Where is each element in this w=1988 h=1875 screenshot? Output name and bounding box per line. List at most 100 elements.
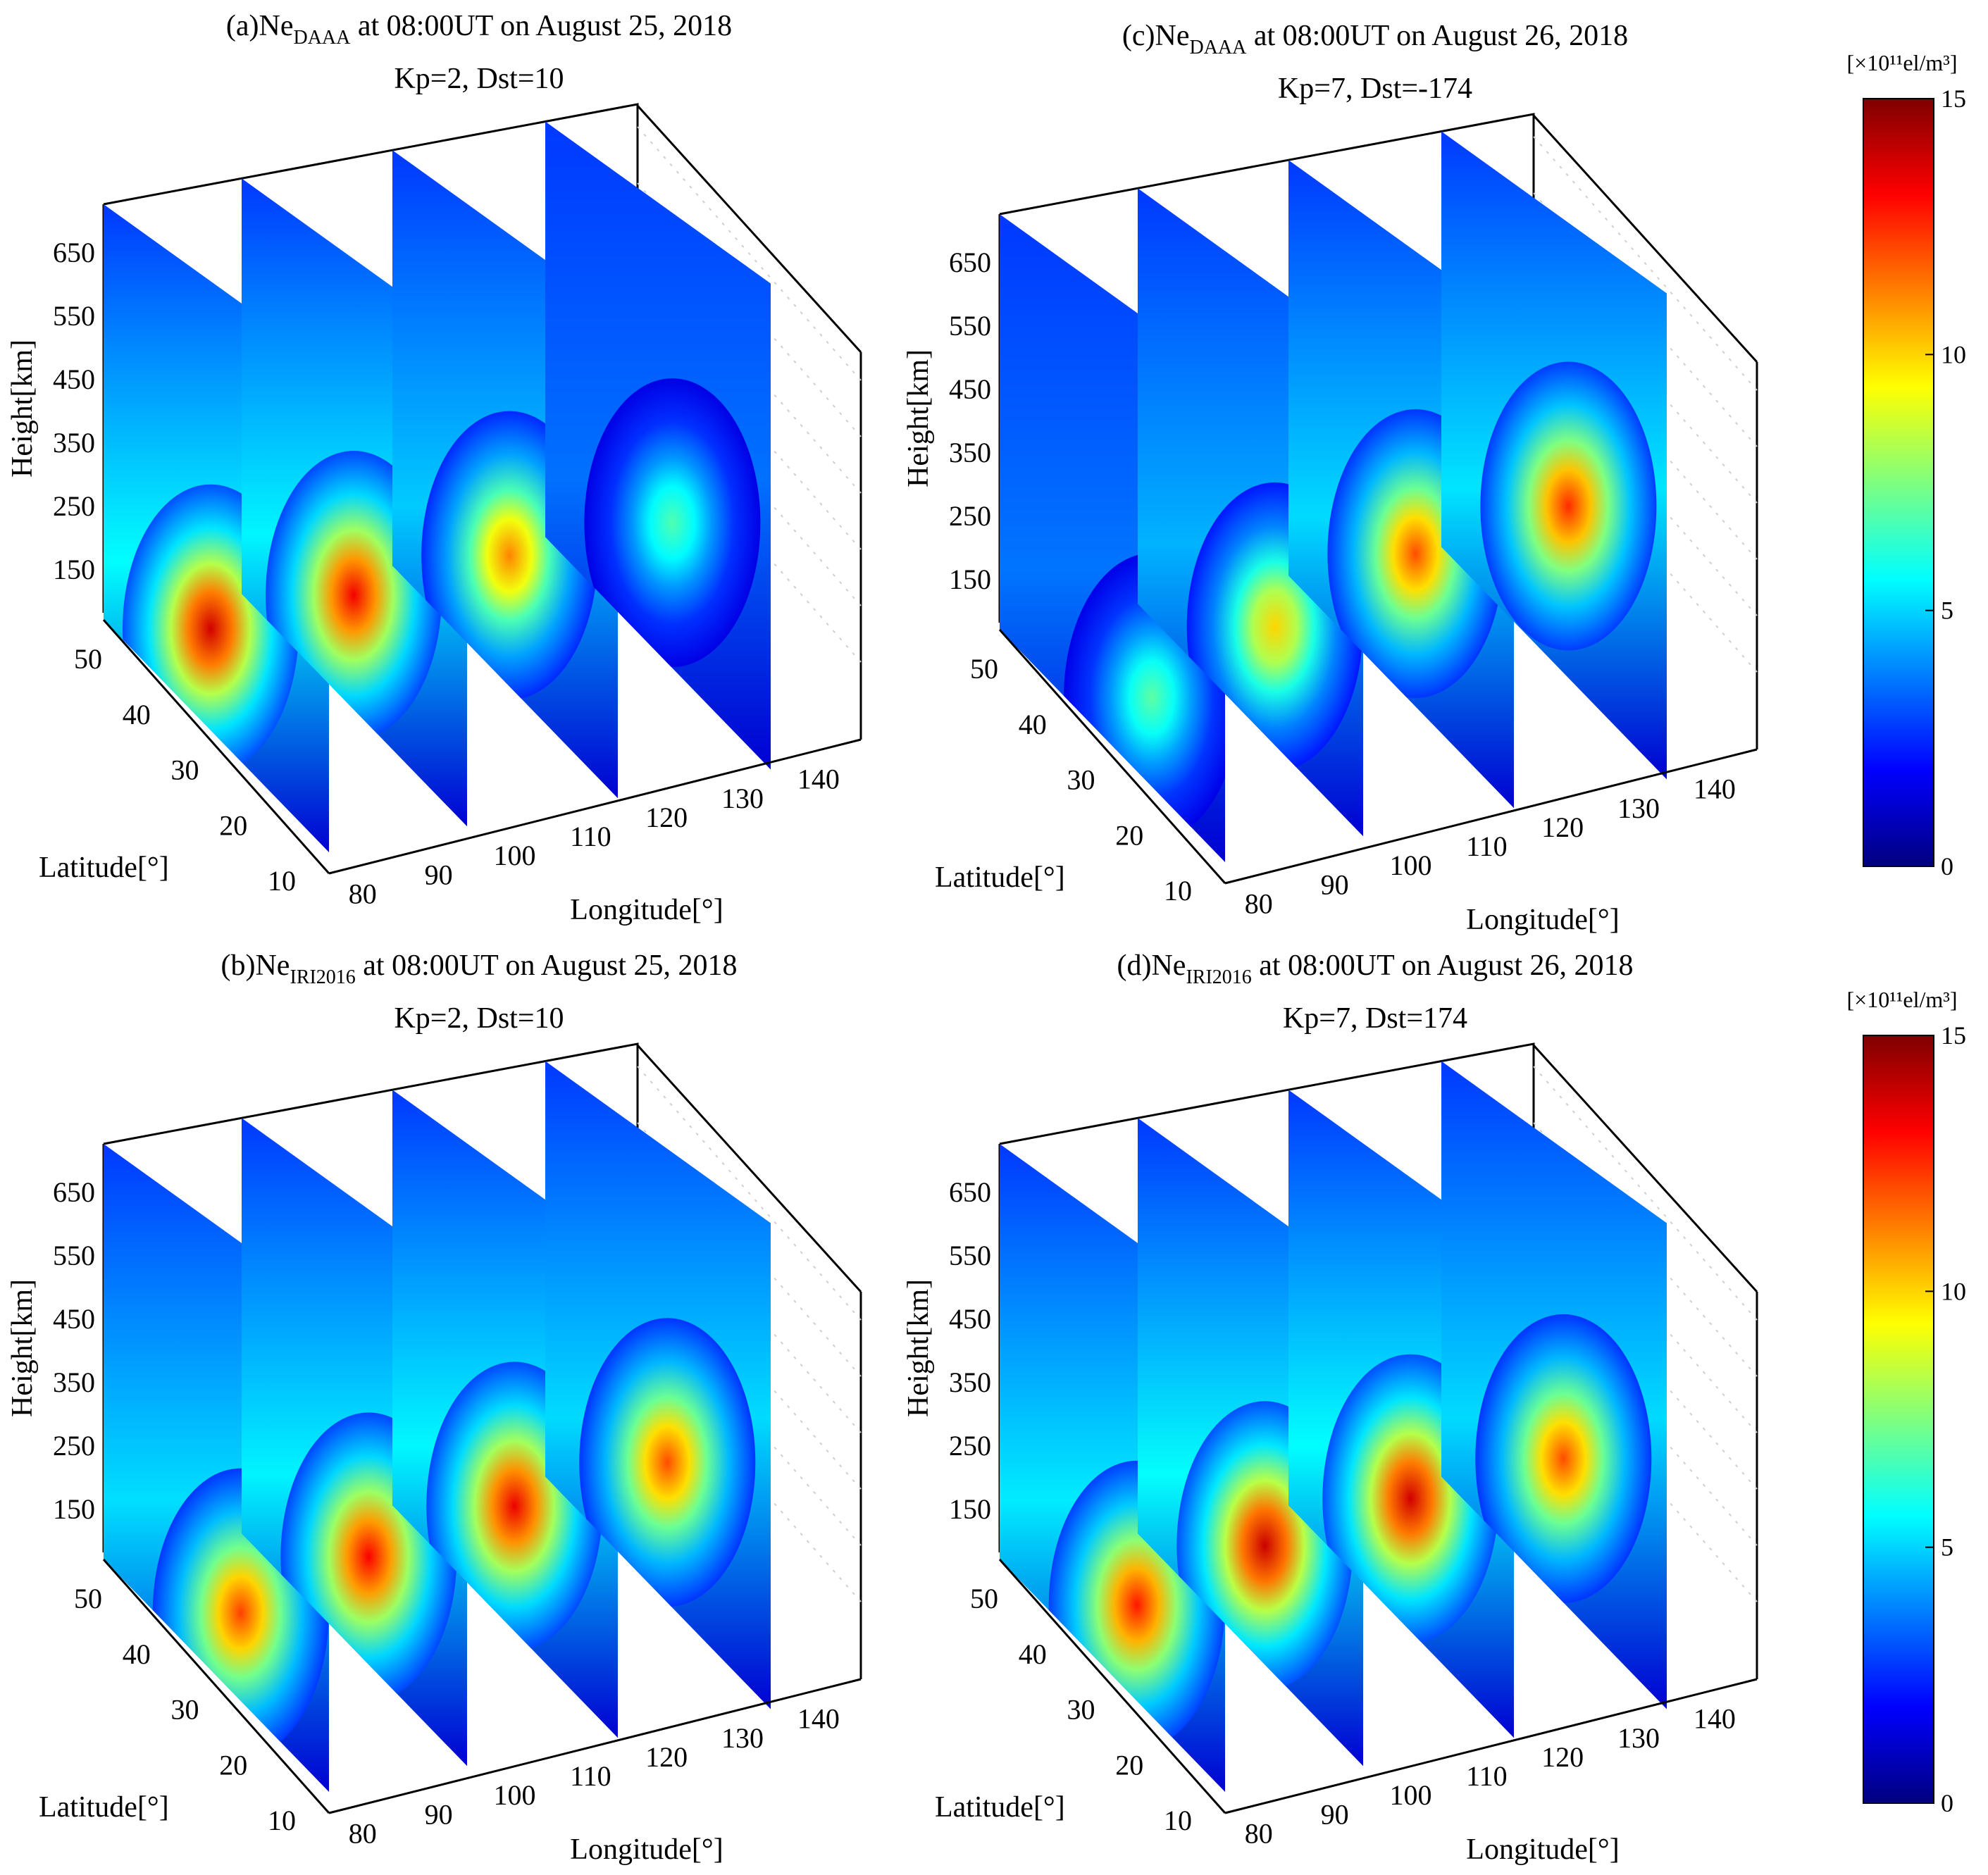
x-tick-label: 90 (425, 859, 453, 890)
x-tick-label: 130 (1617, 1722, 1660, 1754)
x-tick-label: 80 (1245, 1818, 1273, 1850)
panel-c: 150 250 350 450 550 650 Height[km] 10 20 30 40 50 La… (902, 20, 1758, 936)
y-tick-label: 30 (171, 754, 199, 786)
axes-latitude-edge (102, 1559, 330, 1814)
z-tick-label: 250 (53, 490, 95, 522)
colorbar-tick-label: 10 (1941, 1277, 1966, 1305)
z-axis-label: Height[km] (6, 340, 39, 478)
panel-title: (d)NeIRI2016 at 08:00UT on August 26, 20… (1117, 949, 1633, 988)
x-tick-label: 130 (721, 1722, 764, 1754)
panel-title: (a)NeDAAA at 08:00UT on August 25, 2018 (226, 10, 732, 49)
z-tick-label: 650 (949, 247, 991, 278)
x-tick-label: 90 (425, 1798, 453, 1830)
y-tick-label: 10 (1164, 1805, 1192, 1836)
y-tick-label: 10 (268, 865, 296, 897)
x-tick-label: 130 (721, 783, 764, 814)
slice-a-120 (545, 121, 771, 770)
colorbar-gradient (1863, 98, 1934, 867)
z-tick-label: 550 (949, 310, 991, 342)
x-tick-label: 80 (349, 1818, 377, 1850)
z-tick-label: 450 (949, 1303, 991, 1335)
x-tick-label: 120 (645, 1741, 688, 1773)
y-tick-label: 40 (1019, 709, 1047, 740)
x-tick-label: 90 (1321, 868, 1349, 900)
colorbar-gradient (1863, 1035, 1934, 1804)
axes-top-edge (999, 1042, 1758, 1293)
z-tick-label: 350 (949, 1366, 991, 1398)
x-axis-label: Longitude[°] (1466, 1833, 1619, 1866)
y-tick-label: 50 (74, 1583, 102, 1614)
colorbar-tick-label: 15 (1941, 1021, 1966, 1049)
panel-subtitle: Kp=2, Dst=10 (394, 63, 564, 95)
x-tick-label: 80 (349, 878, 377, 910)
z-tick-label: 550 (949, 1240, 991, 1271)
y-tick-label: 10 (1164, 875, 1192, 907)
z-tick-label: 350 (53, 427, 95, 459)
axes-latitude-edge (102, 619, 330, 874)
x-tick-label: 120 (645, 802, 688, 833)
axes-longitude-edge (328, 738, 862, 875)
panel-a: 150 250 350 450 550 650 Height[km] 10 20 30 40 50 La… (6, 10, 862, 926)
slice-peak-d-120 (1475, 1314, 1652, 1603)
colorbar-tick-label: 0 (1941, 1789, 1953, 1817)
panel-subtitle: Kp=7, Dst=174 (1283, 1002, 1467, 1035)
z-tick-label: 550 (53, 1240, 95, 1271)
colorbar-unit-label: [×10¹¹el/m³] (1846, 50, 1957, 75)
z-tick-label: 650 (53, 1176, 95, 1208)
x-tick-label: 110 (1466, 830, 1508, 862)
axes-longitude-edge (1224, 748, 1758, 885)
z-tick-label: 250 (949, 1430, 991, 1462)
y-tick-label: 50 (970, 653, 998, 685)
x-tick-label: 100 (493, 1779, 535, 1811)
y-axis-label: Latitude[°] (39, 852, 169, 884)
y-tick-label: 10 (268, 1805, 296, 1836)
colorbar-tick-label: 5 (1941, 1533, 1953, 1562)
slice-c-120 (1441, 131, 1667, 780)
z-tick-label: 450 (53, 363, 95, 395)
y-tick-label: 30 (171, 1694, 199, 1726)
z-tick-label: 250 (949, 500, 991, 532)
x-tick-label: 120 (1541, 1741, 1584, 1773)
x-tick-label: 100 (1389, 1779, 1431, 1811)
x-tick-label: 90 (1321, 1798, 1349, 1830)
slice-peak-b-120 (579, 1318, 756, 1607)
x-axis-label: Longitude[°] (570, 1833, 723, 1866)
axes-longitude-edge (328, 1678, 862, 1814)
y-tick-label: 50 (74, 643, 102, 675)
y-axis-label: Latitude[°] (935, 861, 1065, 894)
panel-b: 150 250 350 450 550 650 Height[km] 10 20 30 40 50 La… (6, 949, 862, 1866)
z-tick-label: 350 (53, 1366, 95, 1398)
z-tick-label: 250 (53, 1430, 95, 1462)
slice-d-120 (1441, 1061, 1667, 1709)
x-tick-label: 110 (570, 821, 611, 852)
z-tick-label: 450 (53, 1303, 95, 1335)
y-tick-label: 40 (123, 699, 151, 730)
z-axis-label: Height[km] (6, 1279, 39, 1417)
x-tick-label: 100 (493, 840, 535, 871)
axes-top-edge (103, 1042, 862, 1293)
x-axis-label: Longitude[°] (570, 894, 723, 926)
x-tick-label: 130 (1617, 792, 1660, 824)
axes-longitude-edge (1224, 1678, 1758, 1814)
y-tick-label: 20 (219, 1749, 247, 1781)
colorbar-unit-label: [×10¹¹el/m³] (1846, 987, 1957, 1012)
axes-latitude-edge (998, 629, 1226, 884)
axes-top-edge (999, 113, 1758, 363)
colorbar-tick-label: 10 (1941, 340, 1966, 368)
z-tick-label: 450 (949, 373, 991, 405)
y-tick-label: 50 (970, 1583, 998, 1614)
x-tick-label: 110 (1466, 1760, 1508, 1792)
z-tick-label: 650 (949, 1176, 991, 1208)
x-tick-label: 140 (1694, 1703, 1736, 1735)
z-axis-label: Height[km] (902, 349, 935, 487)
panel-d: 150 250 350 450 550 650 Height[km] 10 20 30 40 50 La… (902, 949, 1758, 1866)
slice-peak-c-120 (1480, 361, 1657, 651)
panel-title: (c)NeDAAA at 08:00UT on August 26, 2018 (1122, 20, 1628, 58)
x-tick-label: 80 (1245, 888, 1273, 920)
axes-top-edge (103, 103, 862, 354)
colorbar-tick-label: 5 (1941, 597, 1953, 625)
y-tick-label: 20 (1115, 1749, 1143, 1781)
panel-subtitle: Kp=7, Dst=-174 (1278, 73, 1472, 105)
y-axis-label: Latitude[°] (39, 1791, 169, 1824)
